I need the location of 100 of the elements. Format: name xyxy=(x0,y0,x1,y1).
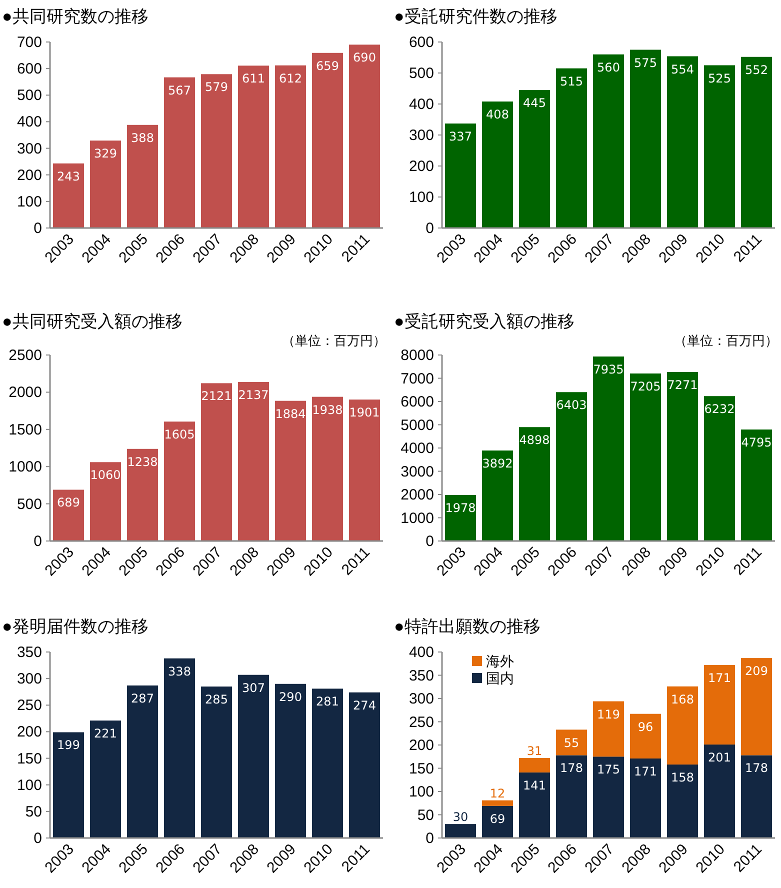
data-label: 554 xyxy=(671,62,694,76)
data-label: 329 xyxy=(94,146,117,161)
y-tick-label: 250 xyxy=(16,697,42,714)
bar xyxy=(164,658,196,838)
data-label: 12 xyxy=(490,786,506,800)
data-label: 274 xyxy=(353,698,376,712)
y-tick-label: 0 xyxy=(426,533,434,550)
y-tick-label: 700 xyxy=(16,34,42,51)
data-label: 96 xyxy=(638,720,654,734)
data-label: 611 xyxy=(242,72,265,86)
y-tick-label: 300 xyxy=(16,140,42,158)
chart-title: ●特許出願数の推移 xyxy=(394,617,540,636)
y-tick-label: 400 xyxy=(16,114,42,131)
data-label: 158 xyxy=(671,770,694,785)
y-tick-label: 300 xyxy=(408,127,434,144)
y-tick-label: 600 xyxy=(16,60,42,78)
data-label: 201 xyxy=(708,750,731,765)
data-label: 141 xyxy=(523,778,546,792)
bar xyxy=(274,65,306,228)
y-tick-label: 200 xyxy=(16,724,42,741)
chart-subtitle: （単位：百万円） xyxy=(282,333,386,348)
bar xyxy=(518,772,550,838)
data-label: 221 xyxy=(94,726,117,741)
bar xyxy=(482,806,514,838)
bar xyxy=(90,720,122,838)
data-label: 31 xyxy=(526,744,542,758)
data-label: 659 xyxy=(316,58,339,73)
bar xyxy=(200,383,232,541)
legend-label: 海外 xyxy=(486,654,514,670)
data-label: 1938 xyxy=(312,402,343,417)
bar xyxy=(52,732,84,838)
y-tick-label: 100 xyxy=(16,193,42,210)
data-label: 7935 xyxy=(593,362,624,377)
data-label: 3892 xyxy=(482,456,513,471)
chart-title: ●発明届件数の推移 xyxy=(2,617,148,636)
bar xyxy=(126,124,158,228)
data-label: 4898 xyxy=(519,433,550,448)
bar xyxy=(556,755,588,838)
chart-title: ●共同研究受入額の推移 xyxy=(2,312,182,331)
data-label: 281 xyxy=(316,694,339,709)
bar xyxy=(274,400,306,541)
bar xyxy=(556,392,588,541)
bar xyxy=(518,758,550,772)
y-tick-label: 600 xyxy=(408,34,434,51)
data-label: 7205 xyxy=(630,379,661,394)
data-label: 307 xyxy=(242,680,265,695)
bar xyxy=(312,396,344,541)
y-tick-label: 8000 xyxy=(400,347,434,364)
bar xyxy=(312,688,344,838)
bar xyxy=(164,422,196,541)
bar xyxy=(592,756,624,838)
data-label: 171 xyxy=(634,764,657,778)
data-label: 612 xyxy=(279,71,302,86)
bar xyxy=(592,701,624,757)
data-label: 515 xyxy=(560,74,583,88)
bar xyxy=(518,90,550,228)
chart-title: ●受託研究受入額の推移 xyxy=(394,312,574,331)
bar xyxy=(630,50,662,228)
y-tick-label: 300 xyxy=(408,690,434,708)
data-label: 290 xyxy=(279,690,302,704)
bar xyxy=(90,140,122,228)
data-label: 552 xyxy=(745,62,768,77)
data-label: 285 xyxy=(205,692,228,707)
bar xyxy=(704,665,736,745)
bar xyxy=(556,730,588,756)
bar xyxy=(200,74,232,228)
y-tick-label: 50 xyxy=(25,803,42,820)
data-label: 690 xyxy=(353,50,376,65)
bar xyxy=(444,495,476,541)
data-label: 7271 xyxy=(667,378,698,392)
chart-title: ●受託研究件数の推移 xyxy=(394,7,558,26)
bar xyxy=(126,448,158,541)
data-label: 171 xyxy=(708,671,731,686)
bar xyxy=(704,65,736,228)
y-tick-label: 500 xyxy=(16,87,42,104)
bar xyxy=(740,755,772,838)
data-label: 55 xyxy=(564,736,580,750)
y-tick-label: 2000 xyxy=(400,486,434,504)
bar xyxy=(704,744,736,838)
data-label: 1060 xyxy=(90,468,121,482)
bar xyxy=(740,430,772,541)
bar xyxy=(482,102,514,228)
data-label: 6232 xyxy=(704,402,735,416)
bar xyxy=(592,54,624,228)
data-label: 209 xyxy=(745,664,768,678)
bar xyxy=(444,824,476,838)
bar xyxy=(90,462,122,541)
data-label: 6403 xyxy=(556,398,587,412)
y-tick-label: 0 xyxy=(34,830,42,847)
y-tick-label: 1000 xyxy=(400,510,434,527)
y-tick-label: 6000 xyxy=(400,394,434,410)
y-tick-label: 1000 xyxy=(8,458,42,476)
data-label: 1238 xyxy=(127,454,158,469)
bar xyxy=(630,758,662,838)
data-label: 178 xyxy=(560,761,583,776)
data-label: 408 xyxy=(486,108,509,122)
y-tick-label: 400 xyxy=(408,96,434,113)
y-tick-label: 100 xyxy=(408,784,434,800)
y-tick-label: 2000 xyxy=(8,384,42,402)
bar xyxy=(704,396,736,541)
